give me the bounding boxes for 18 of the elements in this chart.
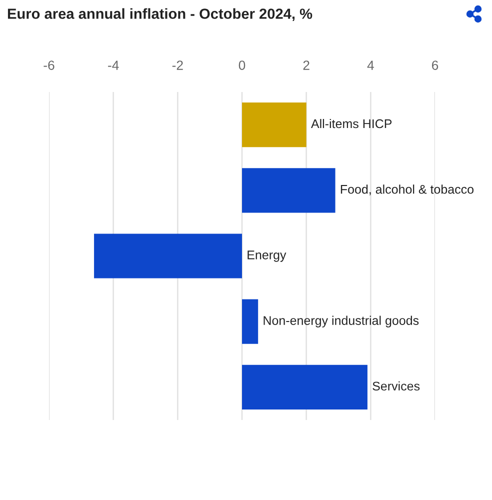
- x-tick-label: -2: [172, 60, 183, 70]
- y-tick-label: Non-energy industrial goods: [264, 316, 419, 328]
- y-tick-label: Food, alcohol & tobacco: [340, 184, 474, 196]
- x-tick-label: -4: [108, 60, 119, 70]
- y-tick-label: All-items HICP: [310, 118, 392, 128]
- x-tick-label: 0: [238, 60, 246, 70]
- bar: [242, 364, 368, 410]
- bar: [242, 102, 306, 148]
- x-tick-label: -6: [44, 60, 54, 70]
- x-tick-label: 2: [303, 60, 310, 70]
- bar: [242, 168, 336, 213]
- x-tick-label: 4: [367, 60, 374, 70]
- bar: [242, 299, 258, 344]
- chart-title: Euro area annual inflation - October 2024, %: [8, 8, 312, 22]
- y-tick-label: Services: [372, 381, 420, 391]
- x-tick-label: 6: [432, 60, 438, 70]
- bar: [94, 234, 242, 278]
- y-tick-label: Energy: [248, 250, 286, 262]
